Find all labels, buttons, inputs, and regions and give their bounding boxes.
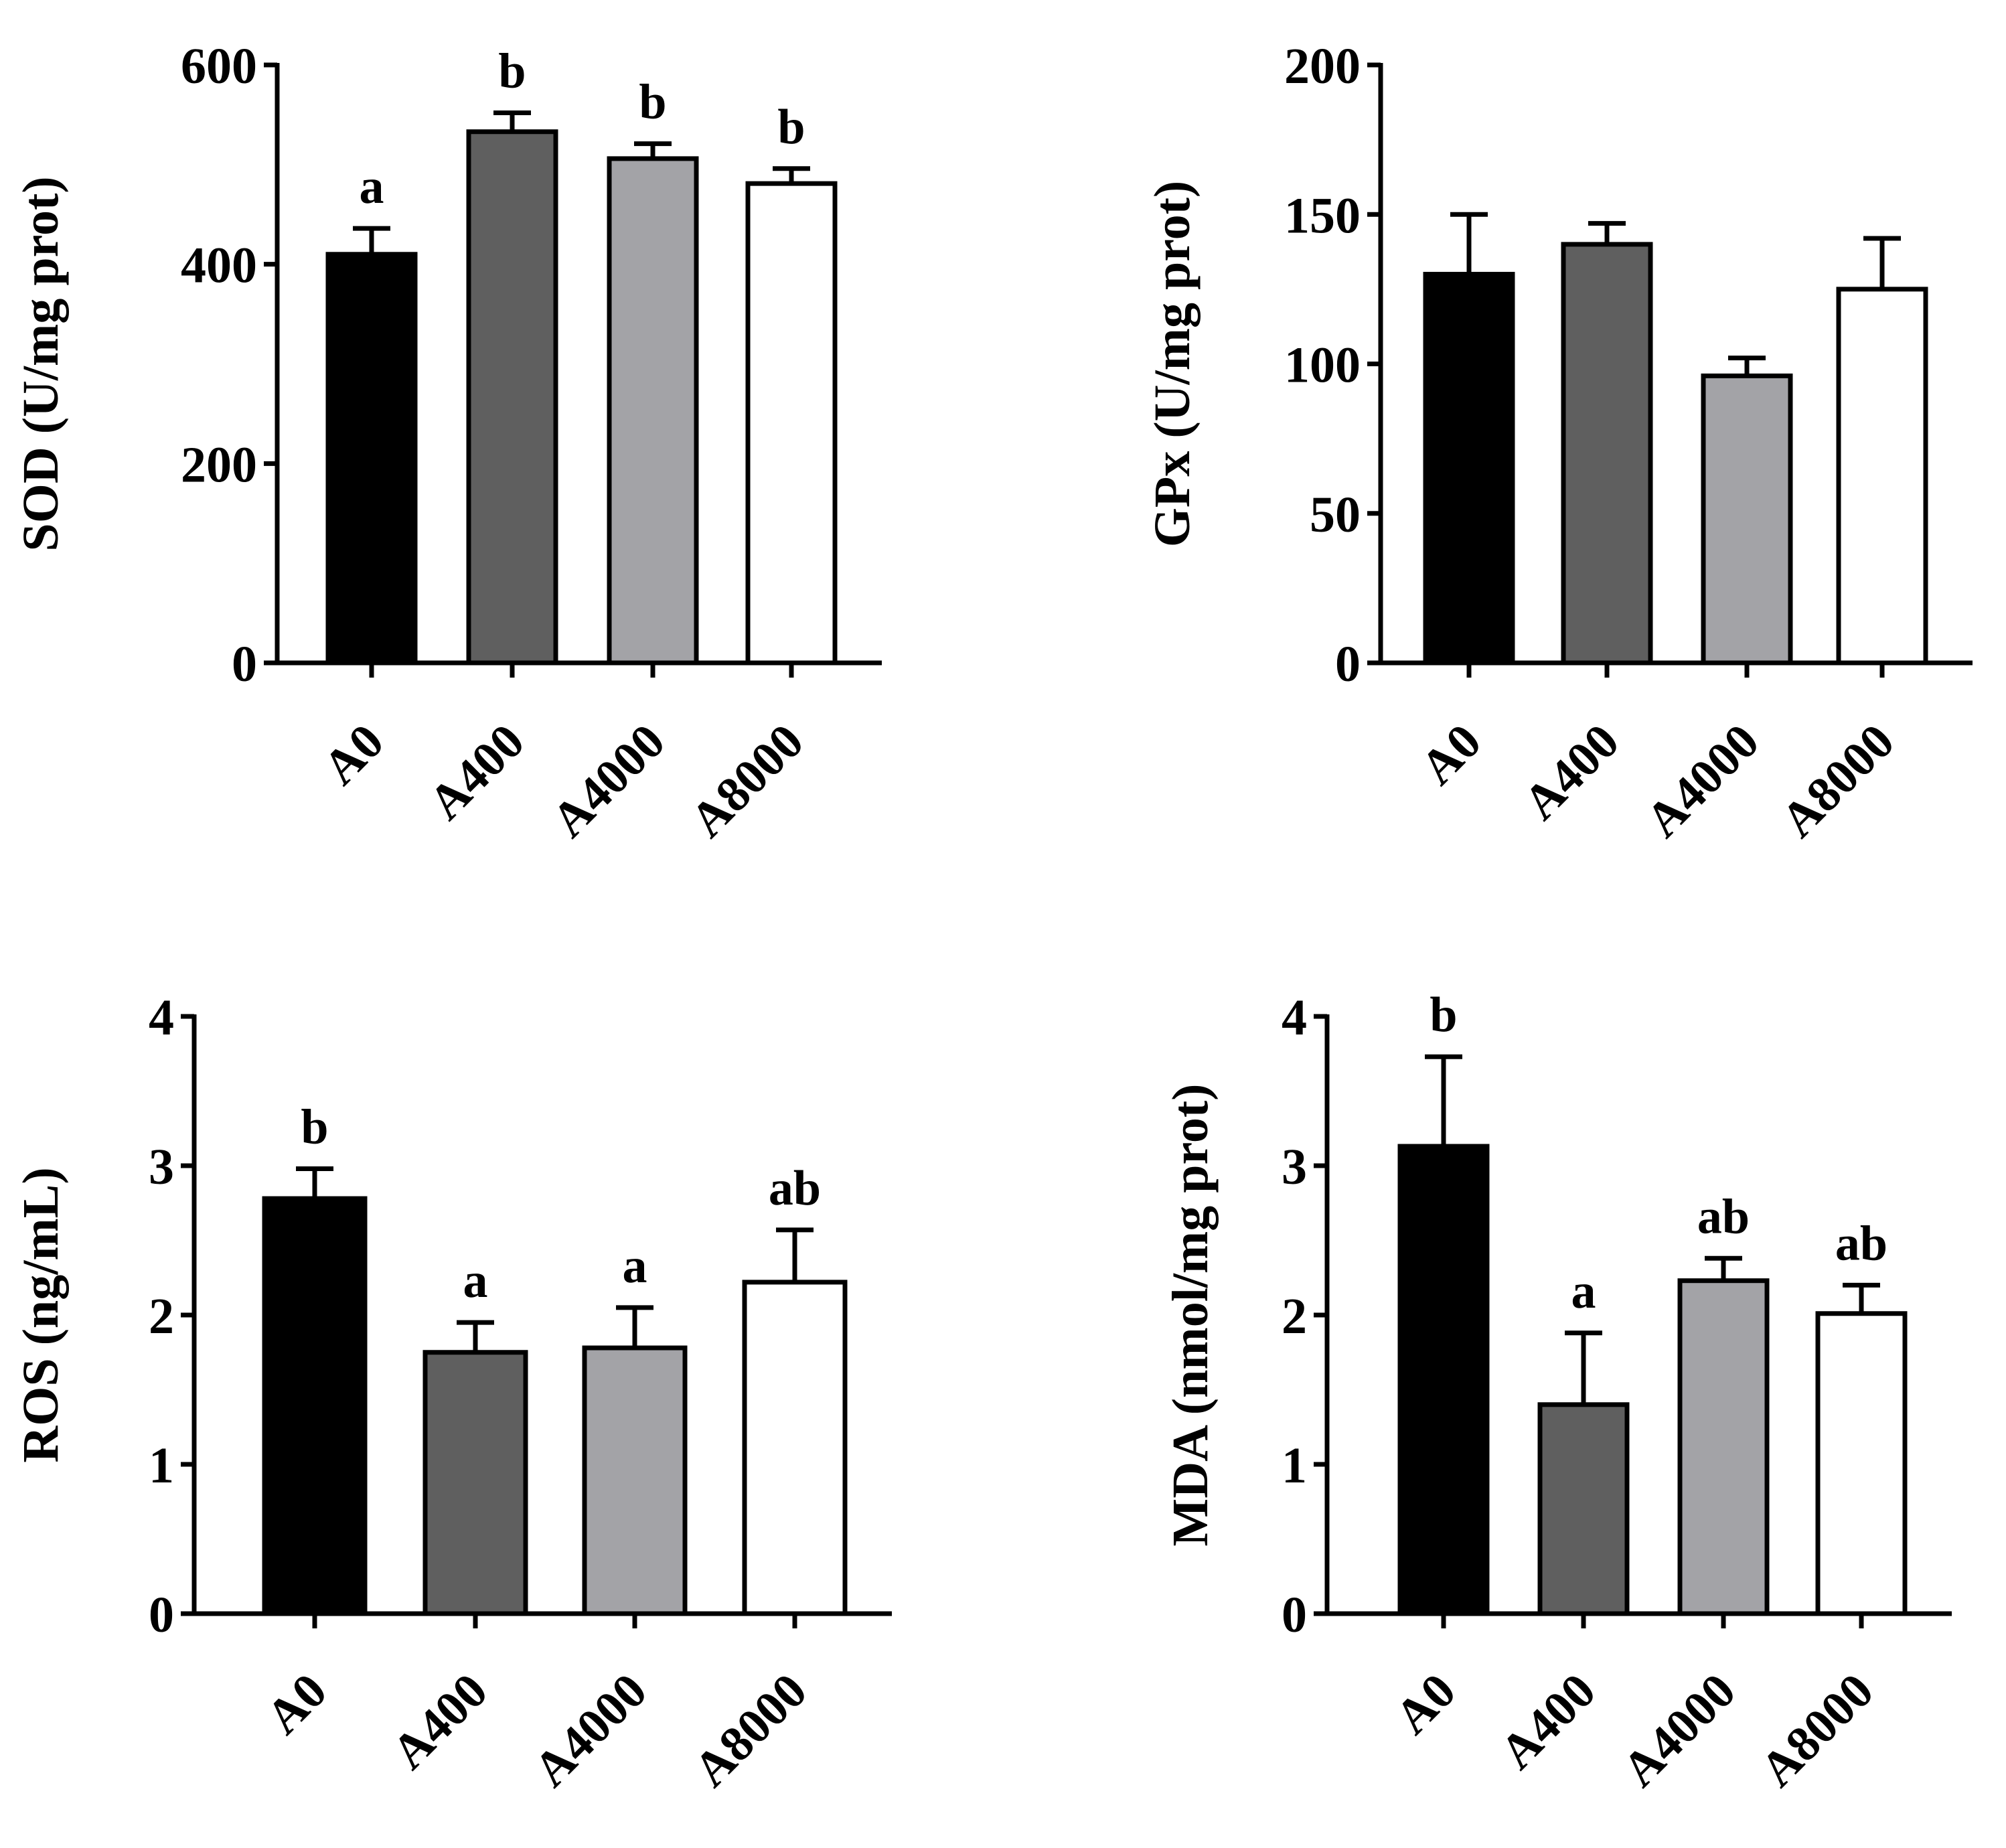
significance-label: ab — [1835, 1216, 1887, 1271]
bar-a0 — [325, 252, 418, 666]
significance-label: b — [301, 1099, 328, 1154]
x-tick-label-a4000: A4000 — [524, 1663, 658, 1797]
bar-a0 — [1423, 272, 1515, 666]
x-tick-label-a8000: A8000 — [1771, 714, 1905, 848]
significance-label: a — [463, 1253, 488, 1308]
y-tick-label: 1 — [149, 1438, 174, 1494]
y-tick-label: 150 — [1284, 187, 1361, 244]
bar-a8000 — [745, 181, 838, 666]
significance-label: b — [1430, 988, 1457, 1043]
bar-a4000 — [1677, 1278, 1770, 1616]
y-tick-label: 200 — [181, 437, 257, 493]
x-tick-label-a400: A400 — [1490, 1663, 1606, 1780]
y-axis-label: MDA (nmol/mg prot) — [1162, 1084, 1219, 1547]
y-tick-label: 4 — [1282, 990, 1307, 1046]
significance-label: ab — [769, 1161, 821, 1216]
x-tick-label-a8000: A8000 — [684, 1663, 818, 1797]
chart-panel-bottom-left: b a a ab 0 1 2 3 4 A0 A400 A4000 A8000 ROS (ng/mL) — [13, 990, 892, 1797]
y-tick-label: 200 — [1284, 38, 1361, 94]
chart-panel-bottom-right: b a ab ab 0 1 2 3 4 A0 A400 A4000 A8000 MDA (nmol/mg … — [1162, 988, 1952, 1797]
bar-a4000 — [582, 1345, 688, 1616]
x-tick-label-a0: A0 — [256, 1663, 337, 1745]
y-tick-label: 100 — [1284, 337, 1361, 394]
y-tick-label: 50 — [1310, 487, 1361, 543]
x-tick-label-a0: A0 — [1410, 714, 1492, 795]
bar-a400 — [1561, 242, 1653, 666]
bar-a8000 — [1836, 287, 1928, 666]
bar-a0 — [1397, 1144, 1490, 1616]
y-axis-label: SOD (U/mg prot) — [13, 176, 69, 551]
significance-label: b — [498, 44, 526, 98]
bar-a400 — [422, 1350, 528, 1616]
y-tick-label: 3 — [149, 1139, 174, 1195]
y-tick-label: 0 — [1282, 1587, 1307, 1643]
y-tick-label: 1 — [1282, 1438, 1307, 1494]
significance-label: a — [623, 1239, 647, 1294]
bar-a4000 — [607, 156, 699, 666]
y-tick-label: 0 — [232, 636, 257, 692]
y-tick-label: 4 — [149, 990, 174, 1046]
x-tick-label-a0: A0 — [313, 714, 394, 795]
x-tick-label-a4000: A4000 — [1612, 1663, 1746, 1797]
chart-panel-top-left: a b b b 0 200 400 600 A0 A400 A4000 A8000 SOD (U/mg … — [13, 38, 882, 848]
x-tick-label-a400: A400 — [418, 714, 535, 830]
x-tick-label-a400: A400 — [1513, 714, 1630, 830]
y-tick-label: 2 — [1282, 1288, 1307, 1344]
x-tick-label-a4000: A4000 — [1636, 714, 1770, 848]
y-tick-label: 0 — [149, 1587, 174, 1643]
y-tick-label: 3 — [1282, 1139, 1307, 1195]
significance-label: a — [1571, 1264, 1596, 1319]
bar-a400 — [1537, 1402, 1630, 1616]
y-tick-label: 400 — [181, 238, 257, 294]
x-tick-label-a8000: A8000 — [1750, 1663, 1884, 1797]
x-tick-label-a8000: A8000 — [680, 714, 814, 848]
chart-panel-top-right: 0 50 100 150 200 A0 A400 A4000 A8000 GPx (U/mg pr… — [1144, 38, 1973, 848]
significance-label: b — [777, 100, 805, 155]
bar-a400 — [466, 129, 558, 666]
bar-a0 — [262, 1196, 368, 1616]
x-tick-label-a4000: A4000 — [542, 714, 676, 848]
significance-label: a — [360, 159, 384, 214]
bar-a8000 — [1815, 1311, 1908, 1616]
significance-label: b — [639, 75, 666, 130]
y-tick-label: 0 — [1335, 636, 1361, 692]
x-tick-label-a0: A0 — [1385, 1663, 1466, 1745]
y-axis-label: ROS (ng/mL) — [13, 1167, 69, 1462]
y-tick-label: 2 — [149, 1288, 174, 1344]
bar-a8000 — [742, 1280, 848, 1616]
significance-label: ab — [1697, 1189, 1750, 1244]
y-axis-label: GPx (U/mg prot) — [1144, 181, 1201, 547]
x-tick-label-a400: A400 — [382, 1663, 498, 1780]
bar-a4000 — [1701, 373, 1793, 666]
y-tick-label: 600 — [181, 38, 257, 94]
